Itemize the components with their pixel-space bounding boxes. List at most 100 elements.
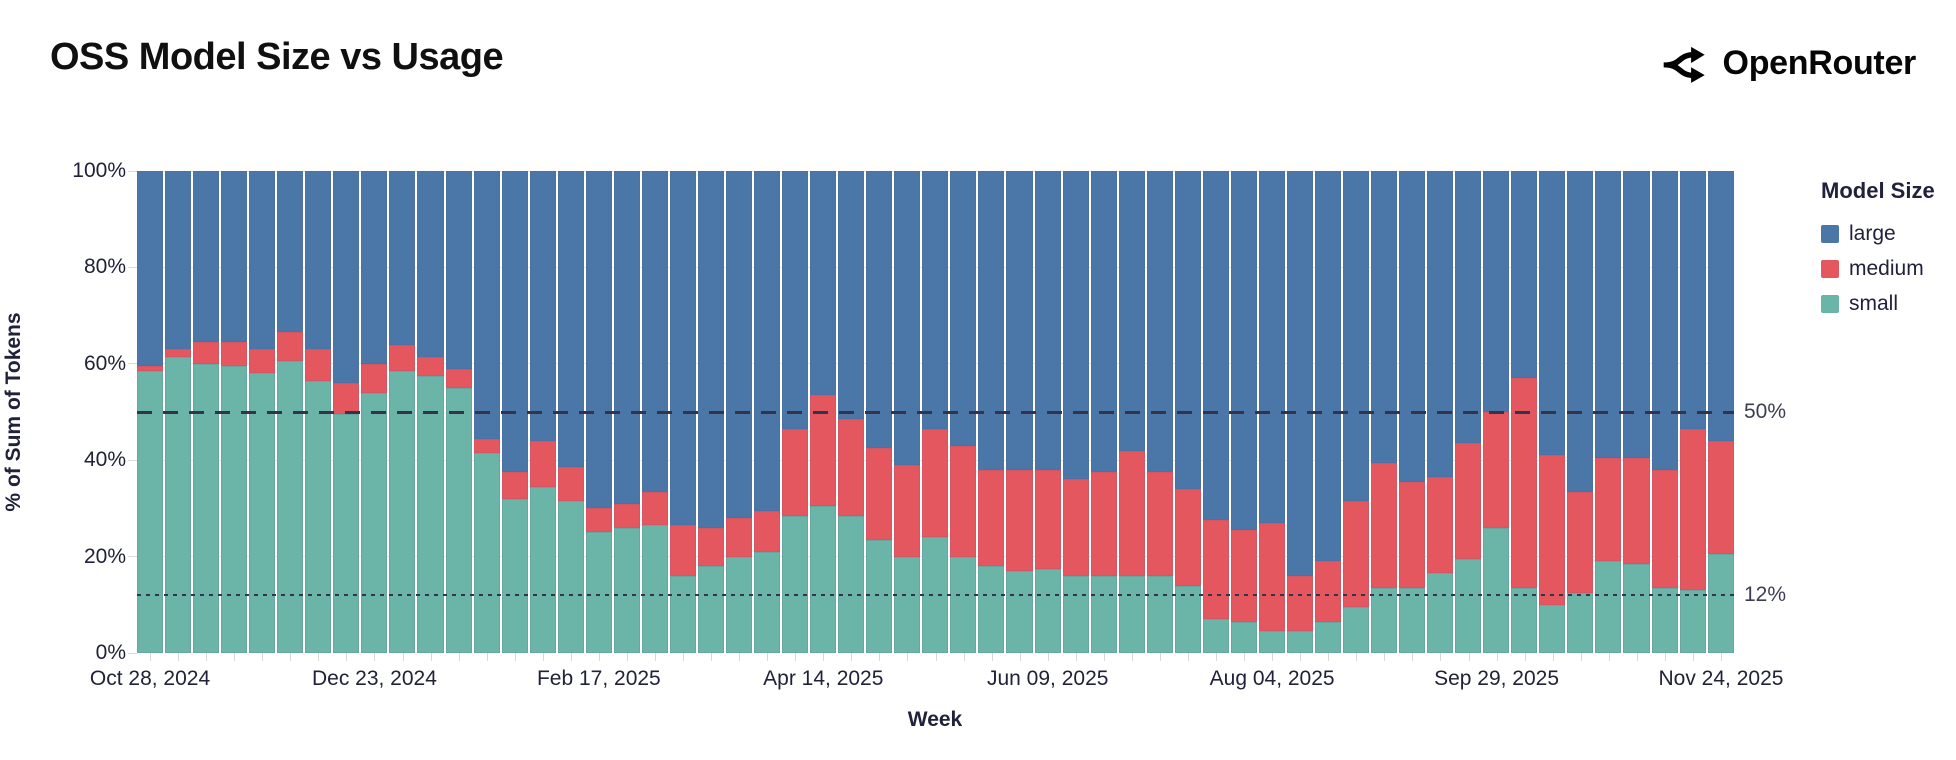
bar-segment-medium[interactable] [1314, 561, 1342, 622]
bar-segment-large[interactable] [1371, 171, 1398, 463]
bar-segment-small[interactable] [277, 361, 304, 653]
bar-week-may-12-2025[interactable] [922, 171, 949, 653]
bar-segment-medium[interactable] [1202, 520, 1229, 620]
bar-week-jan-13-2025[interactable] [445, 171, 472, 653]
bar-week-aug-11-2025[interactable] [1286, 171, 1313, 653]
bar-segment-small[interactable] [1623, 563, 1650, 653]
bar-week-mar-31-2025[interactable] [754, 171, 781, 653]
bar-segment-small[interactable] [1651, 587, 1678, 653]
bar-segment-medium[interactable] [585, 508, 612, 533]
bar-segment-large[interactable] [1174, 171, 1201, 490]
bar-segment-large[interactable] [922, 171, 949, 429]
bar-segment-small[interactable] [1371, 587, 1398, 653]
bar-week-dec-09-2024[interactable] [305, 171, 332, 653]
bar-week-nov-25-2024[interactable] [249, 171, 276, 653]
bar-segment-small[interactable] [165, 356, 192, 653]
bar-week-dec-16-2024[interactable] [333, 171, 360, 653]
bar-segment-medium[interactable] [165, 349, 192, 357]
bar-week-nov-17-2025[interactable] [1679, 171, 1706, 653]
bar-segment-medium[interactable] [1118, 450, 1145, 576]
bar-week-jul-07-2025[interactable] [1146, 171, 1173, 653]
bar-segment-small[interactable] [838, 515, 865, 653]
bar-segment-large[interactable] [669, 171, 696, 526]
bar-week-dec-30-2024[interactable] [389, 171, 416, 653]
bar-segment-medium[interactable] [697, 527, 724, 567]
bar-segment-large[interactable] [1595, 171, 1622, 458]
bar-segment-small[interactable] [1118, 575, 1145, 653]
bar-segment-small[interactable] [1399, 587, 1426, 653]
bar-week-jul-14-2025[interactable] [1174, 171, 1201, 653]
bar-segment-large[interactable] [417, 171, 444, 357]
bar-segment-medium[interactable] [277, 332, 304, 362]
bar-segment-small[interactable] [361, 392, 388, 653]
bar-segment-medium[interactable] [754, 510, 781, 552]
bar-segment-large[interactable] [810, 171, 837, 396]
bar-segment-large[interactable] [1286, 171, 1313, 576]
bar-week-nov-03-2025[interactable] [1623, 171, 1650, 653]
bar-segment-large[interactable] [894, 171, 921, 466]
bar-segment-medium[interactable] [1483, 412, 1510, 528]
bar-week-sep-22-2025[interactable] [1455, 171, 1482, 653]
bar-week-dec-02-2024[interactable] [277, 171, 304, 653]
bar-segment-large[interactable] [725, 171, 753, 519]
bar-week-nov-04-2024[interactable] [165, 171, 192, 653]
bar-segment-large[interactable] [1539, 171, 1566, 456]
bar-segment-small[interactable] [1343, 607, 1370, 653]
bar-segment-large[interactable] [1511, 171, 1538, 379]
bar-segment-medium[interactable] [1651, 469, 1678, 588]
bar-week-sep-29-2025[interactable] [1483, 171, 1510, 653]
bar-week-may-19-2025[interactable] [950, 171, 977, 653]
bar-segment-medium[interactable] [1006, 469, 1033, 572]
bar-week-jun-30-2025[interactable] [1118, 171, 1145, 653]
bar-segment-large[interactable] [1034, 171, 1061, 470]
bar-segment-small[interactable] [445, 387, 472, 653]
bar-segment-large[interactable] [1006, 171, 1033, 470]
bar-segment-small[interactable] [978, 566, 1005, 653]
bar-segment-medium[interactable] [641, 491, 668, 526]
bar-segment-medium[interactable] [473, 438, 500, 453]
bar-segment-large[interactable] [1343, 171, 1370, 502]
bar-segment-medium[interactable] [1258, 522, 1285, 632]
bar-week-oct-28-2024[interactable] [137, 171, 164, 653]
bar-segment-medium[interactable] [1286, 575, 1313, 632]
bar-segment-medium[interactable] [193, 342, 220, 364]
bar-week-oct-20-2025[interactable] [1567, 171, 1594, 653]
bar-segment-medium[interactable] [137, 366, 164, 372]
bar-segment-large[interactable] [1146, 171, 1173, 473]
bar-week-sep-01-2025[interactable] [1371, 171, 1398, 653]
bar-segment-large[interactable] [1314, 171, 1342, 562]
bar-segment-large[interactable] [193, 171, 220, 343]
bar-week-jul-28-2025[interactable] [1230, 171, 1257, 653]
bar-segment-medium[interactable] [445, 368, 472, 388]
bar-segment-large[interactable] [697, 171, 724, 528]
bar-segment-large[interactable] [978, 171, 1005, 470]
bar-segment-small[interactable] [221, 366, 248, 653]
bar-week-oct-27-2025[interactable] [1595, 171, 1622, 653]
bar-segment-small[interactable] [1230, 621, 1257, 653]
bar-week-mar-24-2025[interactable] [725, 171, 753, 653]
bar-segment-large[interactable] [137, 171, 164, 367]
bar-segment-medium[interactable] [557, 467, 584, 502]
bar-segment-large[interactable] [1623, 171, 1650, 458]
bar-week-nov-18-2024[interactable] [221, 171, 248, 653]
bar-segment-small[interactable] [333, 414, 360, 653]
bar-segment-large[interactable] [445, 171, 472, 369]
bar-segment-small[interactable] [1006, 571, 1033, 653]
bar-segment-medium[interactable] [1707, 440, 1734, 555]
bar-segment-small[interactable] [1146, 575, 1173, 653]
bar-segment-large[interactable] [950, 171, 977, 446]
bar-week-jul-21-2025[interactable] [1202, 171, 1229, 653]
bar-segment-large[interactable] [501, 171, 528, 473]
bar-segment-large[interactable] [1651, 171, 1678, 470]
bar-week-may-26-2025[interactable] [978, 171, 1005, 653]
bar-segment-small[interactable] [697, 566, 724, 653]
bar-week-apr-21-2025[interactable] [838, 171, 865, 653]
bar-segment-small[interactable] [866, 539, 893, 653]
bar-segment-small[interactable] [1174, 585, 1201, 653]
bar-week-aug-18-2025[interactable] [1314, 171, 1342, 653]
bar-segment-small[interactable] [1483, 527, 1510, 653]
bar-segment-large[interactable] [165, 171, 192, 350]
bar-segment-medium[interactable] [1146, 472, 1173, 576]
bar-segment-medium[interactable] [417, 356, 444, 376]
bar-segment-large[interactable] [333, 171, 360, 384]
